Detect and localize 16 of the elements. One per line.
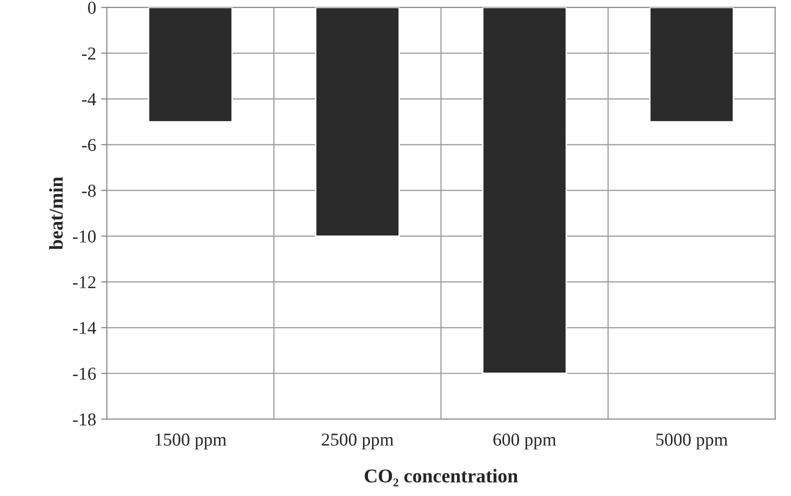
y-tick-label: -18: [72, 413, 96, 426]
y-tick-label: 0: [88, 2, 96, 14]
y-tick-label: -8: [82, 184, 96, 197]
x-tick-label: 2500 ppm: [322, 434, 394, 450]
x-tick-label: 1500 ppm: [156, 434, 226, 450]
x-tick-label: 600 ppm: [493, 434, 556, 450]
y-tick-label: -14: [72, 322, 96, 334]
y-tick-label: -12: [72, 276, 96, 288]
y-tick-label: -10: [72, 230, 96, 243]
x-axis-title: CO₂ concentration: [364, 468, 518, 486]
y-tick-label: -6: [82, 138, 96, 152]
y-tick-label: -2: [82, 47, 96, 60]
y-tick-label: -4: [82, 93, 96, 106]
y-tick-label: -16: [72, 368, 96, 380]
y-axis-title: beat/min: [49, 176, 63, 250]
x-tick-label: 5000 ppm: [656, 434, 728, 450]
